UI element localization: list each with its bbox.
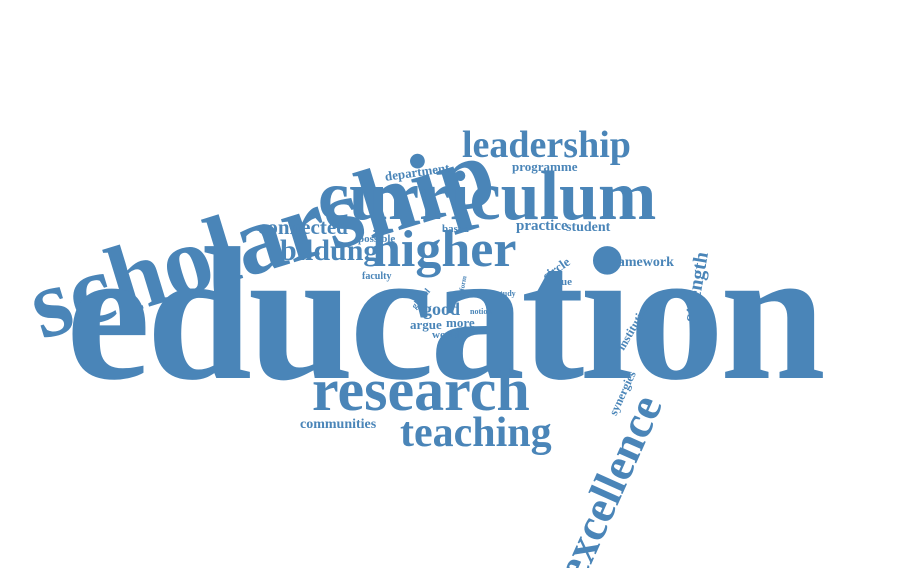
word-connected: connected [258, 215, 348, 239]
word-communities: communities [300, 417, 377, 432]
word-education: education [66, 210, 826, 420]
word-higher: higher [372, 221, 517, 278]
word-framework: framework [607, 255, 674, 270]
word-curriculum: curriculum [318, 158, 657, 235]
word-leadership: leadership [462, 124, 631, 166]
word-teaching: teaching [400, 410, 552, 456]
word-research: research [312, 357, 530, 423]
word-faculty: faculty [362, 271, 392, 282]
word-programme: programme [512, 159, 578, 174]
word-based: based [442, 223, 469, 235]
word-world: world [432, 329, 460, 341]
word-good: good [423, 299, 461, 319]
word-possible: possible [358, 233, 396, 245]
word-bildung: bildung [280, 234, 379, 267]
word-more: more [446, 315, 475, 330]
word-argue: argue [410, 317, 442, 332]
word-practice: practice [516, 218, 568, 234]
word-notion: notion [470, 307, 492, 316]
word-study: study [497, 289, 516, 298]
word-good-small: good [455, 292, 468, 298]
word-student: student [566, 220, 611, 235]
word-value: value [547, 276, 573, 288]
